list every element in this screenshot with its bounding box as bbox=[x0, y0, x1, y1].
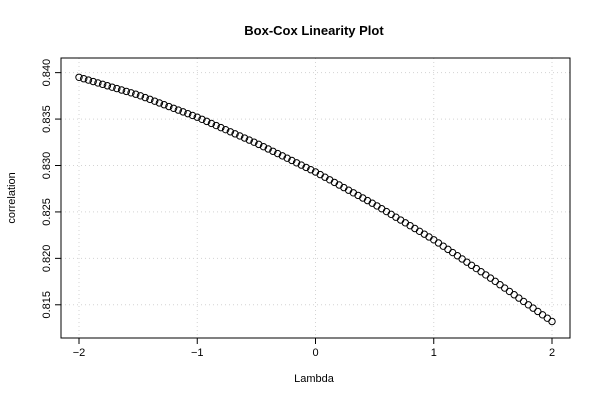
y-tick-label: 0.820 bbox=[41, 245, 53, 273]
data-point bbox=[425, 233, 433, 241]
x-tick-label: −1 bbox=[191, 347, 204, 359]
data-point bbox=[269, 147, 277, 155]
data-point bbox=[98, 80, 107, 89]
data-point bbox=[382, 207, 391, 216]
data-point bbox=[486, 274, 495, 282]
data-point bbox=[84, 76, 93, 84]
chart-title: Box-Cox Linearity Plot bbox=[244, 23, 384, 38]
y-axis-label: correlation bbox=[6, 172, 18, 223]
data-point bbox=[174, 106, 183, 114]
x-axis-label: Lambda bbox=[294, 373, 335, 385]
data-point bbox=[387, 210, 395, 219]
data-point bbox=[188, 111, 197, 120]
data-point bbox=[136, 92, 145, 100]
y-tick-label: 0.815 bbox=[41, 291, 53, 319]
data-point bbox=[477, 268, 485, 276]
data-point bbox=[250, 138, 258, 146]
data-point bbox=[132, 90, 140, 98]
data-point bbox=[458, 255, 466, 263]
data-point bbox=[160, 101, 168, 109]
x-axis: −2 −1 0 1 2 bbox=[73, 338, 555, 359]
data-point bbox=[240, 134, 249, 142]
data-point bbox=[292, 159, 301, 167]
data-point bbox=[117, 86, 126, 94]
data-point bbox=[288, 156, 296, 165]
data-point bbox=[463, 258, 471, 266]
x-tick-label: 2 bbox=[549, 347, 555, 359]
data-point bbox=[169, 104, 178, 113]
grid-lines bbox=[61, 58, 570, 338]
data-point bbox=[198, 115, 206, 123]
data-point bbox=[80, 74, 88, 83]
data-point bbox=[146, 95, 154, 104]
data-point bbox=[297, 161, 306, 169]
data-point bbox=[103, 82, 112, 90]
data-point bbox=[278, 152, 287, 160]
y-tick-label: 0.830 bbox=[41, 152, 53, 180]
data-point bbox=[141, 93, 149, 102]
data-point bbox=[434, 239, 443, 247]
data-point bbox=[108, 83, 116, 91]
data-point bbox=[207, 119, 216, 128]
data-point bbox=[411, 224, 419, 233]
data-point bbox=[127, 89, 135, 97]
data-point bbox=[548, 317, 556, 326]
data-point bbox=[221, 125, 230, 134]
data-point bbox=[401, 219, 410, 227]
data-point bbox=[165, 102, 173, 111]
data-point bbox=[203, 117, 211, 126]
data-point bbox=[467, 261, 476, 270]
x-tick-label: 1 bbox=[431, 347, 437, 359]
data-point bbox=[217, 123, 225, 132]
data-point bbox=[396, 216, 405, 224]
data-point bbox=[444, 245, 452, 254]
data-point bbox=[255, 140, 263, 149]
data-point bbox=[89, 77, 97, 86]
data-points bbox=[75, 73, 556, 326]
data-point bbox=[122, 87, 131, 96]
data-point bbox=[113, 84, 121, 93]
data-point bbox=[94, 79, 102, 87]
data-point bbox=[273, 149, 282, 158]
y-tick-label: 0.840 bbox=[41, 59, 53, 87]
y-axis: 0.815 0.820 0.825 0.830 0.835 0.840 bbox=[41, 59, 61, 319]
data-point bbox=[184, 109, 192, 118]
data-point bbox=[231, 130, 239, 138]
data-point bbox=[406, 221, 414, 230]
data-point bbox=[307, 165, 315, 174]
data-point bbox=[472, 264, 481, 273]
data-point bbox=[439, 242, 447, 250]
data-point bbox=[226, 128, 235, 136]
x-tick-label: −2 bbox=[73, 347, 86, 359]
data-point bbox=[75, 73, 83, 81]
data-point bbox=[193, 113, 201, 121]
x-tick-label: 0 bbox=[312, 347, 318, 359]
data-point bbox=[302, 163, 310, 172]
y-tick-label: 0.825 bbox=[41, 198, 53, 226]
y-tick-label: 0.835 bbox=[41, 105, 53, 133]
data-point bbox=[179, 108, 187, 116]
data-point bbox=[283, 154, 291, 162]
data-point bbox=[236, 132, 244, 140]
data-point bbox=[420, 230, 428, 238]
data-point bbox=[150, 97, 159, 105]
data-point bbox=[259, 142, 268, 151]
data-point bbox=[482, 271, 490, 279]
data-point bbox=[212, 121, 220, 130]
data-point bbox=[415, 227, 424, 236]
data-point bbox=[448, 248, 457, 257]
data-point bbox=[155, 99, 164, 107]
data-point bbox=[378, 205, 386, 213]
data-point bbox=[264, 145, 272, 153]
data-point bbox=[245, 136, 253, 144]
data-point bbox=[392, 213, 400, 221]
